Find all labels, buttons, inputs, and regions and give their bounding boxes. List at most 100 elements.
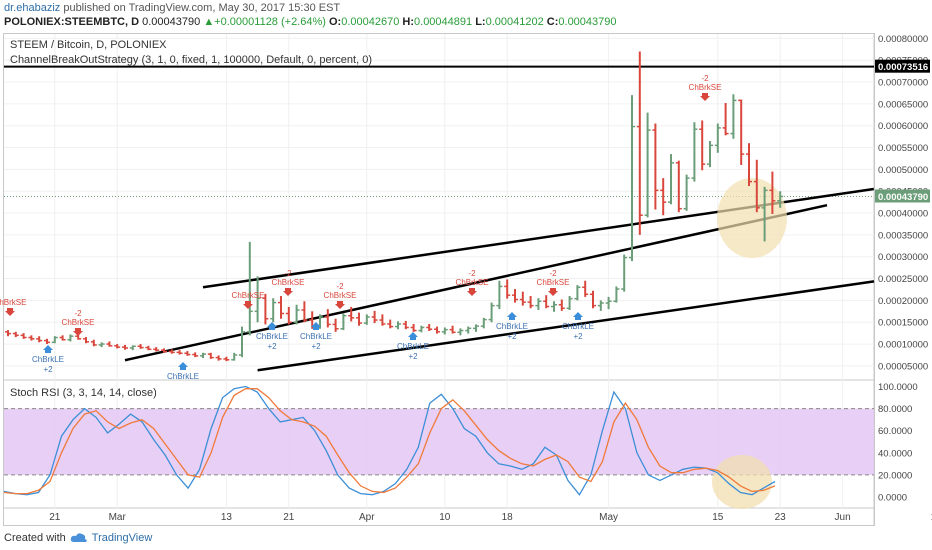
x-tick-label: 23 (775, 512, 787, 523)
arrow-up-icon (573, 312, 583, 320)
signal-marker: ChBrkLE+2 (496, 312, 528, 341)
x-tick-label: 12 (931, 512, 932, 523)
y-tick-label: 0.00080000 (878, 34, 928, 45)
signal-label: ChBrkLE (32, 355, 64, 364)
x-tick-label: 13 (221, 512, 233, 523)
rsi-pane: 100.0000 80.0000 60.0000 40.0000 20.0000 0.00… (3, 382, 918, 509)
signal-label: ChBrkLE (496, 322, 528, 331)
last-price-label: 0.00043790 (878, 192, 928, 203)
signal-label: ChBrkSE (62, 318, 95, 327)
rsi-y-tick-label: 20.0000 (878, 470, 912, 481)
y-tick-label: 0.00005000 (878, 361, 928, 372)
signal-label: ChBrkSE (324, 291, 357, 300)
signal-qty: -2 (336, 282, 344, 291)
x-axis: 21 Mar 13 21 Apr 10 18 May 15 23 Jun 12 (49, 512, 932, 523)
rsi-title: Stoch RSI (3, 3, 14, 14, close) (10, 387, 157, 399)
y-tick-label: 0.00010000 (878, 340, 928, 351)
rsi-y-tick-label: 40.0000 (878, 448, 912, 459)
x-tick-label: Apr (359, 512, 375, 523)
arrow-down-icon (467, 288, 477, 296)
up-triangle-icon: ▲ (203, 16, 215, 28)
signal-qty: +2 (408, 352, 418, 361)
signal-label: ChBrkSE (537, 278, 570, 287)
y-tick-label: 0.00030000 (878, 252, 928, 263)
rsi-k-line (3, 385, 776, 496)
footer: Created with TradingView (4, 529, 152, 547)
signal-marker: ChBrkLE+2 (562, 312, 594, 341)
signal-marker: ChBrkSE (0, 298, 26, 316)
rsi-d-line (3, 388, 776, 495)
signal-qty: -2 (468, 269, 476, 278)
highlight-ellipse-rsi (712, 455, 772, 509)
arrow-down-icon (243, 301, 253, 309)
signal-qty: -2 (701, 74, 709, 83)
price-change: +0.00001128 (+2.64%) (214, 16, 326, 28)
signal-qty: +2 (311, 342, 321, 351)
tradingview-brand[interactable]: TradingView (91, 532, 153, 544)
low-label: L: (475, 16, 486, 28)
signal-marker: ChBrkLE+2 (32, 345, 64, 374)
signal-label: ChBrkSE (232, 291, 265, 300)
y-tick-label: 0.00060000 (878, 121, 928, 132)
y-tick-label: 0.00070000 (878, 78, 928, 89)
signal-label: ChBrkLE (167, 372, 199, 381)
signal-label: ChBrkLE (256, 332, 288, 341)
y-tick-label: 0.00035000 (878, 230, 928, 241)
signal-marker: ChBrkSE (232, 291, 265, 309)
signal-qty: -2 (284, 269, 292, 278)
close-label: C: (546, 16, 559, 28)
y-tick-label: 0.00065000 (878, 99, 928, 110)
open-value: 0.00042670 (341, 16, 400, 28)
ohlc-bar: POLONIEX:STEEMBTC, D 0.00043790 ▲+0.0000… (4, 16, 617, 28)
signal-label: ChBrkLE (397, 342, 429, 351)
signal-qty: +2 (43, 365, 53, 374)
tradingview-cloud-icon (70, 533, 87, 542)
signal-qty: -2 (74, 309, 82, 318)
rsi-y-tick-label: 80.0000 (878, 404, 912, 415)
signal-label: ChBrkLE (300, 332, 332, 341)
publish-text: published on TradingView.com, May 30, 20… (63, 2, 341, 14)
x-tick-label: 10 (439, 512, 451, 523)
created-with-text: Created with (4, 532, 66, 544)
arrow-down-icon (73, 328, 83, 336)
arrow-up-icon (408, 332, 418, 340)
arrow-up-icon (507, 312, 517, 320)
publish-info: dr.ehabaziz published on TradingView.com… (4, 2, 340, 14)
arrow-up-icon (178, 362, 188, 370)
y-tick-label: 0.00015000 (878, 318, 928, 329)
arrow-down-icon (5, 308, 15, 316)
main-pane: 0.000800000.000750000.000700000.00065000… (0, 34, 930, 526)
signal-qty: +2 (507, 332, 517, 341)
signal-label: ChBrkSE (0, 298, 26, 307)
y-tick-label: 0.00025000 (878, 274, 928, 285)
y-tick-label: 0.00020000 (878, 296, 928, 307)
arrow-down-icon (335, 301, 345, 309)
signal-marker: ChBrkLE+2 (300, 322, 332, 351)
arrow-up-icon (267, 322, 277, 330)
y-tick-label: 0.00040000 (878, 209, 928, 220)
author-link[interactable]: dr.ehabaziz (4, 2, 61, 14)
arrow-down-icon (283, 288, 293, 296)
trend-line (257, 280, 875, 372)
strategy-label: ChannelBreakOutStrategy (3, 1, 0, fixed,… (10, 54, 372, 66)
y-tick-label: 0.00050000 (878, 165, 928, 176)
signal-label: ChBrkSE (456, 278, 489, 287)
signal-marker: ChBrkLE+2 (256, 322, 288, 351)
rsi-y-tick-label: 0.0000 (878, 492, 907, 503)
x-tick-label: 18 (502, 512, 514, 523)
x-tick-label: 15 (712, 512, 724, 523)
resistance-label: 0.00073516 (878, 62, 928, 73)
x-tick-label: 21 (49, 512, 61, 523)
arrow-up-icon (311, 322, 321, 330)
arrow-up-icon (43, 345, 53, 353)
signal-marker: ChBrkLE (167, 362, 199, 381)
signal-marker: ChBrkLE+2 (397, 332, 429, 361)
open-label: O: (328, 16, 342, 28)
close-value: 0.00043790 (558, 16, 617, 28)
